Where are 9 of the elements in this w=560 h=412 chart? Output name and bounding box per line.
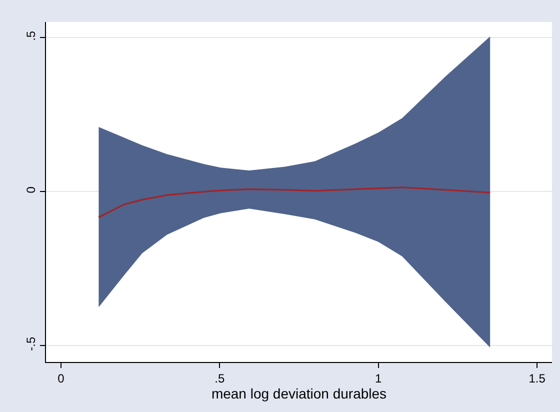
- x-tick-label: 1.5: [528, 371, 546, 386]
- y-tick-label: .5: [24, 30, 38, 41]
- y-tick-label: 0: [24, 186, 38, 194]
- x-axis-title: mean log deviation durables: [211, 385, 387, 402]
- line-series: [98, 186, 491, 218]
- y-tick-label: -.5: [24, 336, 38, 351]
- x-tick-label: 1: [375, 371, 382, 386]
- x-tick-label: 0: [58, 371, 65, 386]
- x-tick-label: .5: [214, 371, 225, 386]
